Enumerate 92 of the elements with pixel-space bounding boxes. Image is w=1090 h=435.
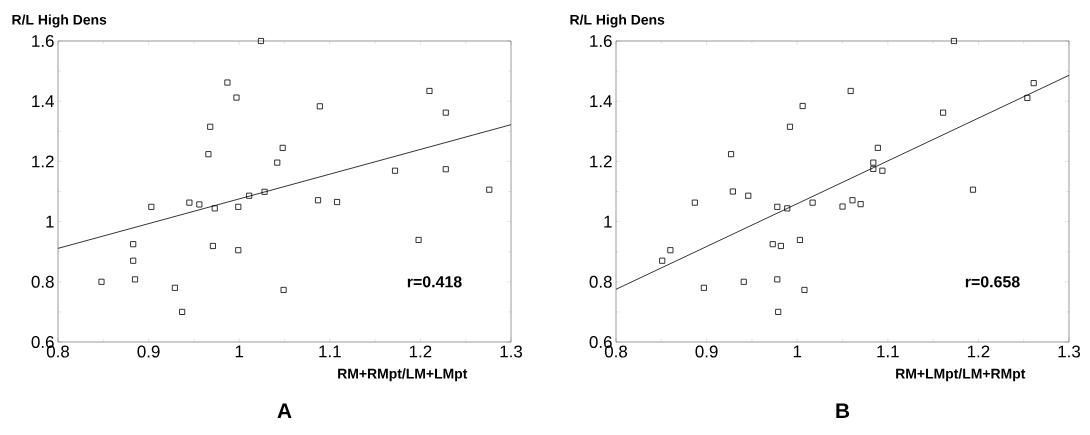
point (774, 276, 781, 283)
point (801, 286, 808, 293)
x-tick-label: 0.9 (137, 345, 160, 358)
point (1030, 80, 1037, 87)
point (870, 165, 877, 172)
point (950, 37, 957, 44)
point (849, 197, 856, 204)
x-tick-label: 1.2 (967, 345, 990, 358)
x-tick-label: 1.2 (409, 345, 432, 358)
point (847, 87, 854, 94)
point (874, 144, 881, 151)
x-tick-label: 1.1 (319, 345, 341, 358)
point (442, 166, 449, 173)
point (132, 276, 139, 283)
point (729, 188, 736, 195)
point (186, 199, 193, 206)
point (839, 203, 846, 210)
point (130, 241, 137, 248)
point (786, 123, 793, 130)
point (784, 205, 791, 212)
y-tick-label: 1.4 (32, 95, 54, 108)
point (233, 94, 240, 101)
y-tick-label: 1.2 (32, 155, 54, 168)
point (261, 188, 268, 195)
point (274, 159, 281, 166)
point (769, 241, 776, 248)
y-tick-label: 1.6 (590, 35, 612, 47)
point (98, 278, 105, 285)
y-tick-label: 1.4 (590, 95, 612, 108)
point (740, 278, 747, 285)
point (799, 103, 806, 110)
point (745, 192, 752, 199)
text: A (277, 403, 292, 418)
y-tick-label: 1.6 (32, 35, 54, 47)
point (442, 109, 449, 116)
point (870, 159, 877, 166)
x-tick-label: 1.1 (877, 345, 899, 358)
point (316, 103, 323, 110)
point (659, 257, 666, 264)
point (334, 199, 341, 206)
annotation: r=0.658 (965, 276, 1020, 288)
point (426, 87, 433, 94)
point (775, 308, 782, 315)
point (246, 192, 253, 199)
point (857, 201, 864, 208)
y-axis-title: R/L High Dens (570, 14, 665, 28)
point (774, 203, 781, 210)
point (315, 197, 322, 204)
x-tick-label: 1 (793, 345, 802, 358)
point (211, 205, 218, 212)
text: B (836, 403, 850, 418)
point (205, 151, 212, 158)
x-tick-label: 1.3 (1058, 345, 1081, 358)
x-tick-label: 1 (235, 345, 244, 358)
point (257, 37, 264, 44)
point (415, 236, 422, 243)
point (1024, 94, 1031, 101)
point (486, 186, 493, 193)
y-tick-label: 1 (604, 215, 612, 228)
y-tick-label: 0.8 (589, 275, 612, 288)
point (179, 308, 186, 315)
point (196, 201, 203, 208)
point (392, 167, 399, 174)
point (879, 167, 886, 174)
y-tick-label: 1.2 (590, 155, 612, 168)
point (700, 284, 707, 291)
point (235, 247, 242, 254)
x-tick-label: 1.3 (500, 345, 523, 358)
point (728, 151, 735, 158)
point (969, 186, 976, 193)
point (171, 284, 178, 291)
point (235, 203, 242, 210)
point (796, 236, 803, 243)
point (207, 123, 214, 130)
point (777, 242, 784, 249)
point (667, 247, 674, 254)
point (209, 242, 216, 249)
y-axis-title: R/L High Dens (12, 14, 107, 28)
y-tick-label: 1 (46, 215, 54, 228)
annotation: r=0.418 (407, 276, 462, 288)
point (130, 257, 137, 264)
y-tick-label: 0.8 (31, 275, 54, 288)
point (691, 199, 698, 206)
point (148, 203, 155, 210)
point (224, 79, 231, 86)
point (809, 199, 816, 206)
point (280, 286, 287, 293)
x-axis-title: RM+RMpt/LM+LMpt (338, 368, 468, 382)
point (279, 144, 286, 151)
point (940, 109, 947, 116)
x-tick-label: 0.9 (695, 345, 718, 358)
x-axis-title: RM+LMpt/LM+RMpt (896, 368, 1026, 382)
